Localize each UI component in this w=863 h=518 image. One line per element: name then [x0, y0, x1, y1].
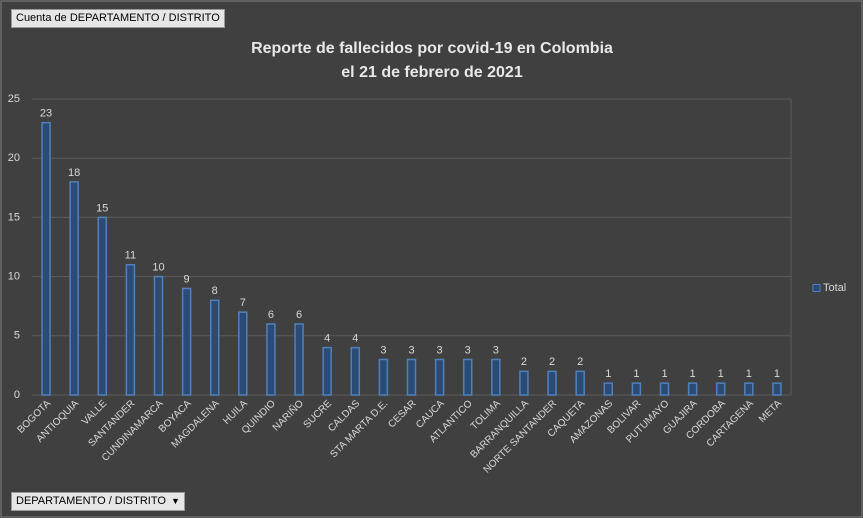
bar	[406, 358, 417, 396]
data-label: 3	[465, 344, 471, 356]
data-label: 3	[408, 344, 414, 356]
bar	[294, 323, 304, 396]
bar	[69, 181, 79, 396]
data-label: 1	[774, 368, 780, 380]
axis-field-button[interactable]: DEPARTAMENTO / DISTRITO ▼	[11, 492, 185, 511]
bar	[209, 299, 220, 396]
bar	[744, 382, 754, 396]
data-label: 1	[746, 368, 752, 380]
bar	[715, 382, 726, 396]
data-label: 9	[184, 273, 190, 285]
data-label: 7	[240, 297, 246, 309]
bar	[97, 216, 108, 396]
data-label: 6	[296, 309, 302, 321]
y-tick-label: 20	[8, 152, 20, 164]
data-label: 1	[605, 368, 611, 380]
data-label: 1	[690, 368, 696, 380]
bar	[519, 370, 529, 396]
x-tick-label: META	[757, 398, 784, 425]
legend-swatch	[812, 284, 821, 292]
y-tick-label: 15	[8, 211, 20, 223]
data-label: 23	[40, 108, 52, 120]
bar	[547, 370, 557, 396]
y-tick-label: 25	[8, 93, 20, 105]
y-tick-label: 0	[14, 389, 20, 401]
legend-label: Total	[823, 282, 846, 294]
value-field-button[interactable]: Cuenta de DEPARTAMENTO / DISTRITO	[11, 9, 225, 28]
data-label: 6	[268, 309, 274, 321]
bar	[238, 311, 248, 396]
bar	[462, 358, 473, 396]
axis-field-label: DEPARTAMENTO / DISTRITO	[16, 495, 166, 507]
bar	[491, 358, 501, 396]
bar	[378, 358, 389, 396]
bar	[322, 346, 332, 396]
data-label: 11	[125, 250, 136, 262]
y-tick-label: 5	[14, 330, 20, 342]
data-label: 2	[549, 356, 555, 368]
chart-subtitle: el 21 de febrero de 2021	[341, 64, 523, 81]
bar	[350, 346, 361, 396]
x-tick-label: NARIÑO	[269, 397, 306, 434]
data-label: 2	[521, 356, 527, 368]
data-label: 2	[577, 356, 583, 368]
data-label: 10	[152, 262, 164, 274]
data-label: 3	[380, 344, 386, 356]
data-label: 1	[661, 368, 667, 380]
bar	[181, 287, 192, 396]
data-label: 4	[352, 333, 358, 345]
bar	[41, 121, 51, 396]
y-tick-label: 10	[8, 271, 20, 283]
data-label: 15	[96, 202, 108, 214]
x-tick-label: CESAR	[386, 398, 418, 430]
data-label: 1	[633, 368, 639, 380]
data-label: 18	[68, 167, 80, 179]
bar	[575, 370, 585, 396]
data-label: 3	[493, 344, 499, 356]
data-label: 3	[437, 344, 443, 356]
bar	[772, 382, 782, 396]
bar	[266, 323, 276, 396]
bar	[687, 382, 698, 396]
bar	[153, 275, 164, 396]
bar	[125, 264, 136, 396]
bar	[631, 382, 642, 396]
bar	[434, 358, 445, 396]
data-label: 8	[212, 285, 218, 297]
chart-title: Reporte de fallecidos por covid-19 en Co…	[251, 40, 613, 57]
bar	[659, 382, 670, 396]
data-label: 1	[718, 368, 724, 380]
dropdown-arrow[interactable]: ▼	[171, 496, 180, 506]
bar	[603, 382, 614, 396]
data-label: 4	[324, 333, 330, 345]
